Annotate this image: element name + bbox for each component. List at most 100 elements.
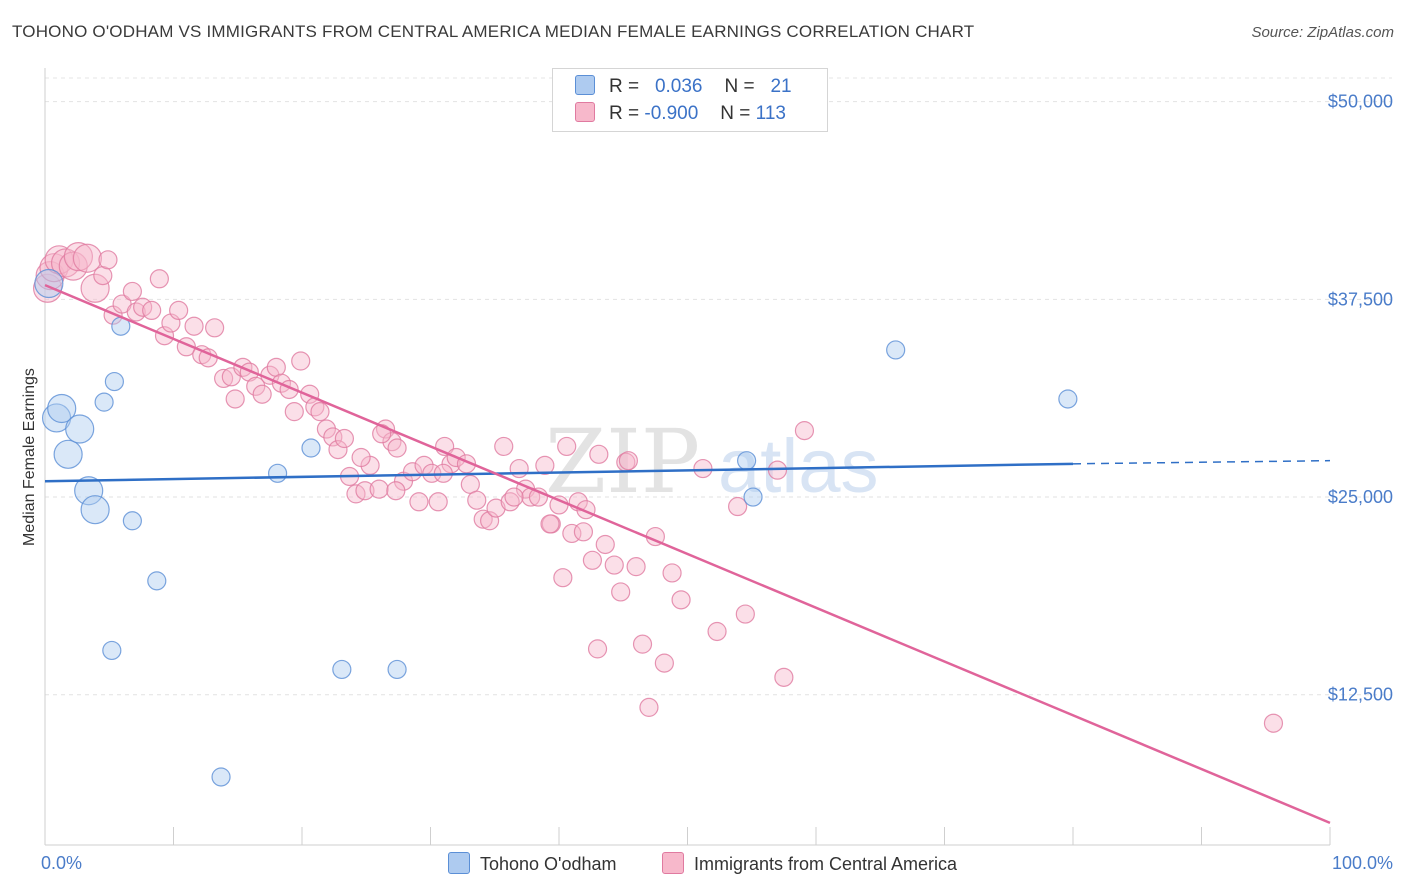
central-america-point-67 bbox=[480, 511, 500, 531]
tohono-point-18 bbox=[737, 451, 757, 471]
central-america-point-6 bbox=[63, 242, 94, 272]
central-america-point-93 bbox=[662, 563, 682, 583]
tohono-trend-extension bbox=[1072, 459, 1331, 465]
series-label-tohono: Tohono O'odham bbox=[480, 854, 617, 874]
y-tick-labels: $50,000 $37,500 $25,000 $12,500 bbox=[1328, 92, 1393, 705]
central-america-point-71 bbox=[509, 458, 529, 479]
central-america-point-107 bbox=[618, 451, 638, 471]
central-america-point-42 bbox=[316, 419, 337, 439]
central-america-point-20 bbox=[169, 300, 189, 321]
central-america-point-94 bbox=[671, 590, 691, 610]
series-legend-tohono: Tohono O'odham bbox=[448, 852, 617, 875]
central-america-point-41 bbox=[310, 402, 330, 422]
tohono-point-15 bbox=[301, 438, 321, 458]
legend-r-value: 0.036 bbox=[654, 76, 703, 97]
legend-n-value: 113 bbox=[755, 103, 786, 124]
central-america-point-38 bbox=[291, 351, 311, 371]
series-label-central-america: Immigrants from Central America bbox=[694, 854, 958, 874]
data-points bbox=[32, 242, 1284, 787]
x-tick-label-start: 0.0% bbox=[41, 853, 82, 873]
central-america-point-31 bbox=[246, 376, 266, 396]
central-america-point-22 bbox=[184, 316, 204, 336]
legend-r-value: -0.900 bbox=[644, 103, 699, 124]
central-america-point-25 bbox=[205, 318, 225, 338]
axes bbox=[44, 68, 1331, 846]
x-tick-labels: 0.0% 100.0% bbox=[41, 853, 1393, 873]
tohono-point-2 bbox=[47, 393, 77, 424]
central-america-point-53 bbox=[387, 438, 407, 458]
central-america-point-92 bbox=[654, 653, 674, 673]
central-america-point-105 bbox=[386, 481, 406, 501]
legend-n-label: N = bbox=[720, 103, 751, 124]
legend-n-value: 21 bbox=[770, 76, 792, 97]
central-america-point-66 bbox=[473, 509, 493, 529]
legend-n-label: N = bbox=[724, 76, 755, 97]
central-america-point-96 bbox=[707, 621, 727, 642]
central-america-point-102 bbox=[1263, 713, 1284, 733]
central-america-point-37 bbox=[284, 402, 304, 422]
central-america-point-89 bbox=[632, 634, 653, 654]
tohono-point-8 bbox=[102, 640, 122, 661]
central-america-point-10 bbox=[98, 250, 118, 270]
central-america-point-16 bbox=[142, 300, 162, 321]
central-america-point-52 bbox=[382, 432, 402, 452]
tohono-point-19 bbox=[743, 487, 763, 507]
central-america-point-95 bbox=[693, 458, 713, 479]
central-america-point-69 bbox=[494, 436, 514, 457]
y-axis-label: Median Female Earnings bbox=[21, 368, 38, 546]
central-america-point-68 bbox=[486, 498, 506, 518]
central-america-point-45 bbox=[334, 428, 355, 449]
tohono-trend-line bbox=[44, 462, 1074, 483]
tohono-point-5 bbox=[74, 476, 104, 506]
central-america-point-26 bbox=[214, 368, 234, 389]
central-america-point-111 bbox=[553, 568, 573, 588]
central-america-point-100 bbox=[774, 667, 794, 687]
legend-r-label: R = bbox=[609, 103, 640, 124]
central-america-point-5 bbox=[58, 251, 88, 281]
central-america-point-82 bbox=[582, 550, 603, 570]
central-america-point-17 bbox=[149, 269, 169, 289]
central-america-point-103 bbox=[540, 514, 560, 534]
legend-swatch-tohono bbox=[575, 75, 595, 95]
legend-row-tohono: R = 0.036 N = 21 bbox=[575, 75, 792, 101]
central-america-point-75 bbox=[535, 455, 555, 476]
tohono-point-13 bbox=[211, 767, 231, 787]
tohono-point-12 bbox=[147, 571, 167, 591]
central-america-point-59 bbox=[428, 492, 448, 512]
central-america-point-84 bbox=[595, 534, 615, 555]
central-america-point-97 bbox=[728, 496, 748, 517]
central-america-point-106 bbox=[351, 447, 371, 468]
central-america-point-101 bbox=[794, 421, 815, 441]
series-swatch-tohono bbox=[448, 852, 470, 874]
tohono-point-21 bbox=[1058, 389, 1078, 409]
central-america-point-7 bbox=[72, 243, 103, 273]
central-america-point-109 bbox=[504, 487, 524, 507]
central-america-point-2 bbox=[39, 253, 69, 283]
central-america-point-28 bbox=[225, 389, 245, 409]
central-america-point-85 bbox=[604, 555, 624, 575]
central-america-trend-line bbox=[44, 283, 1331, 825]
tohono-point-7 bbox=[94, 392, 114, 412]
central-america-point-86 bbox=[611, 582, 631, 602]
central-america-point-48 bbox=[355, 481, 375, 501]
central-america-point-1 bbox=[35, 261, 65, 291]
series-legend-central-america: Immigrants from Central America bbox=[662, 852, 957, 875]
legend-row-central-america: R = -0.900 N = 113 bbox=[575, 102, 786, 128]
central-america-point-13 bbox=[122, 281, 142, 302]
tohono-point-3 bbox=[53, 439, 83, 469]
central-america-point-110 bbox=[587, 639, 608, 659]
correlation-legend: R = 0.036 N = 21 R = -0.900 N = 113 bbox=[552, 68, 828, 132]
tohono-point-0 bbox=[34, 268, 64, 299]
chart-title: TOHONO O'ODHAM VS IMMIGRANTS FROM CENTRA… bbox=[12, 22, 975, 41]
y-tick-label: $50,000 bbox=[1328, 92, 1393, 112]
y-tick-label: $12,500 bbox=[1328, 685, 1393, 705]
central-america-point-98 bbox=[735, 604, 755, 624]
central-america-point-56 bbox=[409, 492, 429, 512]
central-america-point-44 bbox=[328, 439, 348, 460]
tohono-point-9 bbox=[104, 371, 124, 392]
x-tick-label-end: 100.0% bbox=[1332, 853, 1393, 873]
tohono-point-14 bbox=[267, 463, 288, 483]
legend-swatch-central-america bbox=[575, 102, 595, 122]
central-america-point-104 bbox=[573, 522, 594, 542]
tohono-point-6 bbox=[80, 495, 110, 525]
